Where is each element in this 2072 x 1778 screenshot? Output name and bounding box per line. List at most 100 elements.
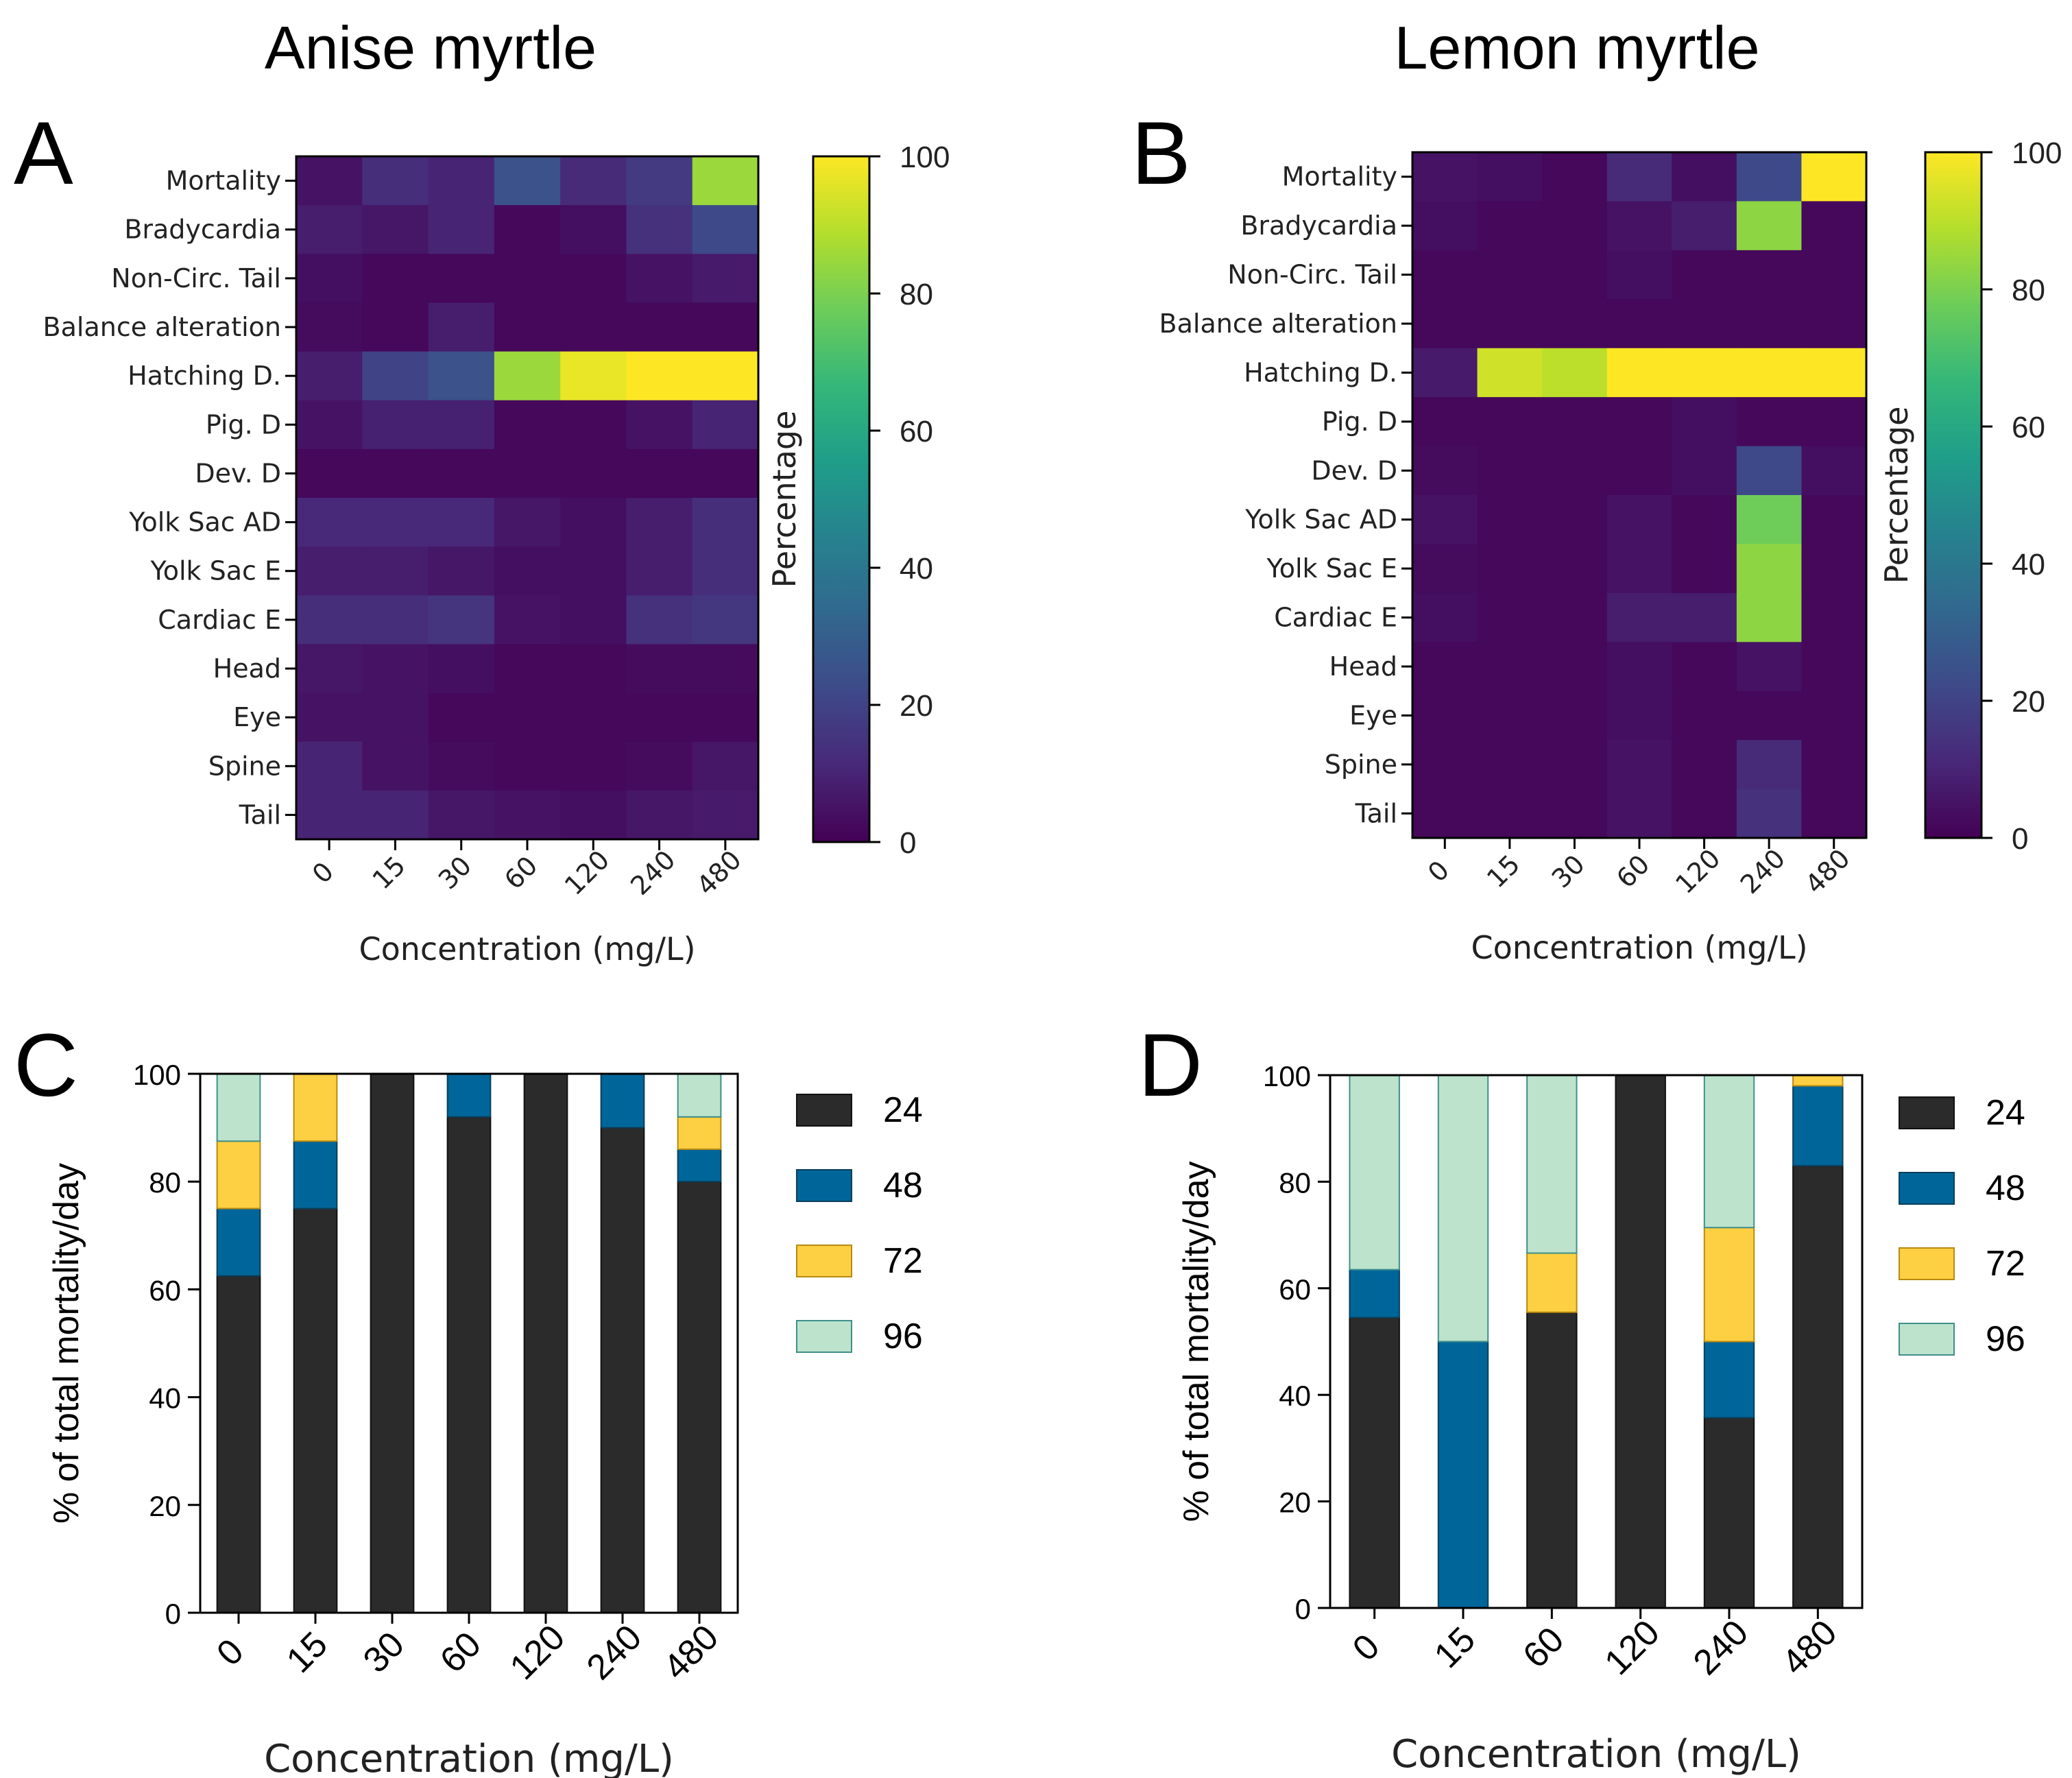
row-label: Pig. D — [206, 409, 281, 440]
row-label: Non-Circ. Tail — [111, 263, 281, 293]
colorbar-tick-label: 60 — [900, 415, 933, 448]
category-label: 15 — [1427, 1620, 1483, 1676]
row-label: Eye — [233, 702, 281, 732]
bar-segment — [677, 1116, 722, 1151]
row-label: Bradycardia — [124, 215, 281, 245]
heatmap-cell — [1736, 544, 1803, 594]
heatmap-cell — [1606, 690, 1672, 741]
heatmap-cell — [1606, 201, 1672, 251]
heatmap-cell — [560, 302, 627, 352]
heatmap-cell — [1542, 446, 1608, 496]
colorbar-tick-label: 100 — [2012, 136, 2062, 170]
heatmap-cell — [626, 546, 693, 596]
heatmap-cell — [362, 790, 429, 840]
heatmap-cell — [692, 790, 759, 840]
heatmap-cell — [1542, 642, 1608, 692]
y-axis-title: % of total mortality/day — [1177, 1162, 1216, 1522]
heatmap-cell — [362, 693, 429, 743]
heatmap-cell — [1477, 299, 1543, 349]
heatmap-cell — [560, 741, 627, 791]
category-label: 240 — [579, 1618, 649, 1687]
heatmap-cell — [626, 156, 693, 206]
heatmap-cell — [692, 498, 759, 547]
heatmap-cell — [1477, 544, 1543, 594]
colorbar-title: Percentage — [766, 411, 803, 588]
heatmap-cell — [1412, 592, 1478, 642]
heatmap-cell — [1477, 740, 1543, 790]
heatmap-cell — [1542, 348, 1608, 398]
title-lemon: Lemon myrtle — [1394, 14, 1759, 82]
bar-segment — [370, 1073, 415, 1613]
colorbar-title: Percentage — [1878, 407, 1915, 584]
colorbar-tick-label: 40 — [2012, 548, 2045, 581]
heatmap-cell — [296, 644, 363, 694]
heatmap-cell — [428, 351, 495, 401]
bar-segment — [1703, 1074, 1755, 1229]
heatmap-cell — [1606, 544, 1672, 594]
heatmap-cell — [1801, 446, 1867, 496]
column-label: 60 — [1611, 849, 1655, 893]
legend-label: 48 — [1986, 1168, 2025, 1208]
bar-segment — [1792, 1074, 1844, 1087]
colorbar-tick-label: 80 — [900, 278, 933, 311]
heatmap-cell — [494, 790, 561, 840]
heatmap-cell — [494, 302, 561, 352]
plot-frame — [199, 1072, 739, 1614]
heatmap-cell — [560, 254, 627, 304]
heatmap-cell — [692, 546, 759, 596]
row-label: Cardiac E — [158, 605, 281, 635]
heatmap-cell — [494, 400, 561, 450]
heatmap-cell — [1672, 250, 1737, 300]
heatmap-cell — [1606, 348, 1672, 398]
heatmap-cell — [1801, 592, 1867, 642]
heatmap-cell — [1606, 299, 1672, 349]
heatmap-cell — [1672, 201, 1737, 251]
heatmap-cell — [560, 546, 627, 596]
legend-label: 72 — [1986, 1244, 2025, 1284]
heatmap-cell — [692, 741, 759, 791]
y-tick-label: 40 — [1279, 1380, 1311, 1412]
heatmap-cell — [1801, 740, 1867, 790]
heatmap-cell — [1672, 690, 1737, 741]
heatmap-cell — [626, 693, 693, 743]
heatmap-cell — [1477, 789, 1543, 839]
heatmap-cell — [296, 400, 363, 450]
heatmap-cell — [494, 156, 561, 206]
heatmap-cell — [1412, 446, 1478, 496]
row-label: Pig. D — [1322, 407, 1397, 437]
y-tick-label: 100 — [133, 1059, 181, 1091]
category-label: 15 — [279, 1624, 335, 1681]
panel-letter-b: B — [1131, 103, 1191, 203]
heatmap-cell — [296, 741, 363, 791]
bar-segment — [677, 1181, 722, 1613]
heatmap-cell — [1672, 544, 1737, 594]
bar-segment — [216, 1140, 261, 1210]
bar-segment — [216, 1208, 261, 1277]
heatmap-cell — [692, 644, 759, 694]
panel-letter-c: C — [14, 1015, 78, 1115]
heatmap-cell — [296, 498, 363, 547]
heatmap-cell — [1736, 789, 1803, 839]
heatmap-cell — [1736, 690, 1803, 741]
category-label: 0 — [1345, 1626, 1387, 1668]
heatmap-cell — [494, 644, 561, 694]
heatmap-cell — [1736, 397, 1803, 447]
heatmap-cell — [1672, 789, 1737, 839]
column-label: 30 — [1546, 849, 1591, 893]
plot-frame — [1329, 1074, 1864, 1609]
heatmap-cell — [1801, 690, 1867, 741]
heatmap-cell — [626, 448, 693, 498]
y-tick-label: 60 — [149, 1274, 181, 1306]
heatmap-cell — [1736, 592, 1803, 642]
heatmap-cell — [1736, 348, 1803, 398]
heatmap-cell — [1412, 740, 1478, 790]
colorbar-tick-label: 20 — [900, 689, 933, 723]
heatmap-cell — [692, 254, 759, 304]
heatmap-cell — [1412, 348, 1478, 398]
heatmap-cell — [362, 302, 429, 352]
heatmap-cell — [1736, 201, 1803, 251]
heatmap-cell — [1736, 299, 1803, 349]
row-label: Balance alteration — [43, 312, 281, 342]
heatmap-cell — [1606, 152, 1672, 202]
bar-segment — [216, 1275, 261, 1613]
